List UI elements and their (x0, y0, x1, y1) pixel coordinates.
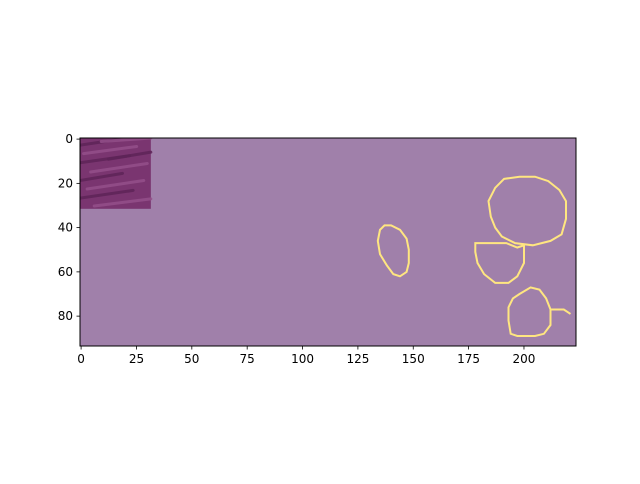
contour-5 (550, 308, 572, 315)
x-axis: 0 25 50 75 100 125 150 175 200 (77, 346, 535, 366)
texture-streak (80, 188, 135, 200)
x-tick-label: 125 (346, 352, 369, 366)
texture-patch (80, 138, 153, 209)
contour-1 (376, 224, 410, 278)
contour-lines (376, 175, 572, 337)
texture-streak (99, 138, 153, 144)
texture-streak (82, 144, 139, 156)
contour-3 (474, 242, 525, 284)
x-tick-label: 50 (184, 352, 199, 366)
y-tick-label: 80 (58, 309, 73, 323)
axes-frame (79, 137, 577, 347)
contour-4 (507, 286, 552, 337)
mask-background (80, 138, 576, 346)
y-tick-label: 60 (58, 265, 73, 279)
x-tick-label: 200 (513, 352, 536, 366)
texture-streak (80, 171, 125, 182)
texture-streak (92, 197, 153, 208)
y-tick-label: 0 (65, 132, 73, 146)
x-tick-label: 150 (402, 352, 425, 366)
x-tick-label: 25 (129, 352, 144, 366)
y-tick-label: 20 (58, 176, 73, 190)
x-tick-label: 100 (291, 352, 314, 366)
texture-streak (89, 161, 149, 174)
x-tick-label: 75 (240, 352, 255, 366)
x-tick-label: 175 (457, 352, 480, 366)
texture-streak (106, 150, 153, 161)
texture-streak (85, 178, 146, 191)
x-tick-label: 0 (77, 352, 85, 366)
contour-2 (487, 175, 567, 247)
y-axis: 0 20 40 60 80 (58, 132, 80, 323)
y-tick-label: 40 (58, 221, 73, 235)
